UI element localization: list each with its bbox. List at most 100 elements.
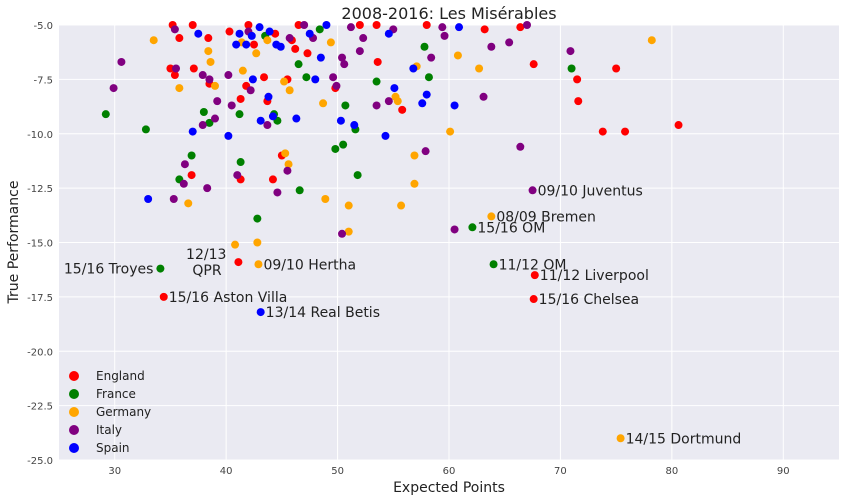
data-point — [438, 23, 447, 32]
data-point — [204, 34, 213, 43]
data-point — [303, 49, 312, 58]
data-point — [566, 47, 575, 56]
data-point — [188, 21, 197, 29]
data-point — [273, 188, 282, 197]
data-point — [198, 71, 207, 80]
data-point — [381, 131, 390, 140]
y-tick-label: -20.0 — [27, 347, 53, 358]
point-annotation: 12/13 — [186, 247, 226, 263]
data-point — [224, 131, 233, 140]
data-point — [268, 112, 277, 121]
data-point — [516, 142, 525, 151]
y-tick-label: -5.0 — [33, 21, 53, 32]
data-point — [109, 84, 118, 93]
data-point — [198, 121, 207, 130]
data-point — [489, 260, 498, 269]
data-point — [424, 73, 433, 82]
data-point — [372, 21, 381, 29]
data-point — [180, 160, 189, 169]
legend-marker — [69, 425, 79, 435]
data-point — [141, 125, 150, 134]
point-annotation: 11/12 OM — [499, 257, 567, 273]
point-annotation: 15/16 Chelsea — [539, 292, 639, 308]
data-point — [211, 81, 219, 90]
data-point — [224, 71, 233, 80]
data-point — [205, 75, 214, 84]
data-point — [355, 47, 364, 56]
data-point — [205, 118, 214, 127]
data-point — [242, 40, 251, 49]
y-tick-label: -17.5 — [27, 293, 53, 304]
data-point — [235, 110, 244, 119]
data-point — [315, 25, 324, 34]
data-point — [294, 60, 303, 69]
data-point — [338, 229, 347, 238]
data-point — [410, 151, 419, 160]
data-point — [453, 51, 462, 60]
data-point — [427, 53, 436, 62]
data-point — [175, 84, 184, 93]
data-point — [372, 101, 381, 110]
data-point — [169, 195, 178, 203]
data-point — [326, 38, 335, 47]
data-point — [422, 21, 431, 29]
data-point — [101, 110, 110, 119]
data-point — [175, 34, 184, 43]
data-point — [235, 29, 244, 38]
data-point — [295, 186, 304, 195]
data-point — [179, 179, 188, 188]
data-point — [479, 92, 488, 101]
data-point — [336, 116, 345, 125]
data-point — [372, 77, 381, 86]
data-point — [247, 31, 256, 40]
data-point — [206, 57, 215, 66]
data-point — [255, 23, 264, 32]
data-point — [170, 71, 179, 80]
data-point — [487, 212, 496, 221]
legend: England France Germany Italy Spain — [69, 369, 151, 455]
point-annotation: 13/14 Real Betis — [266, 305, 380, 321]
data-point — [285, 86, 294, 95]
data-point — [612, 64, 621, 73]
data-point — [252, 49, 261, 58]
data-point — [340, 60, 349, 69]
y-axis-label: True Performance — [6, 181, 22, 305]
data-point — [244, 21, 253, 29]
data-point — [446, 127, 455, 136]
data-point — [319, 99, 328, 108]
data-point — [355, 21, 364, 29]
data-point — [384, 29, 393, 38]
x-tick-label: 50 — [331, 466, 344, 477]
data-point — [311, 75, 320, 84]
legend-marker — [69, 371, 79, 381]
data-point — [616, 434, 625, 443]
point-annotation: 09/10 Hertha — [263, 257, 356, 273]
data-point — [253, 238, 262, 247]
data-point — [265, 27, 274, 36]
data-point — [398, 105, 407, 114]
y-tick-labels: -5.0 -7.5 -10.0 -12.5 -15.0 -17.5 -20.0 -22.5 -2… — [27, 21, 53, 467]
legend-marker — [69, 389, 79, 399]
data-point — [505, 38, 514, 47]
data-point — [232, 40, 241, 49]
data-point — [359, 34, 368, 43]
data-point — [264, 92, 273, 101]
x-axis-label: Expected Points — [393, 480, 505, 496]
data-point — [156, 264, 165, 273]
data-point — [284, 160, 293, 169]
data-point — [647, 36, 656, 45]
data-point — [204, 47, 213, 56]
y-tick-label: -22.5 — [27, 402, 53, 413]
data-point — [172, 64, 180, 73]
data-point — [272, 40, 281, 49]
y-tick-label: -15.0 — [27, 239, 53, 250]
data-point — [238, 66, 247, 75]
data-point — [344, 201, 353, 210]
data-point — [598, 127, 607, 136]
data-point — [390, 84, 399, 93]
data-point — [410, 179, 419, 188]
data-point — [397, 201, 406, 210]
data-point — [341, 101, 350, 110]
data-point — [344, 227, 353, 236]
